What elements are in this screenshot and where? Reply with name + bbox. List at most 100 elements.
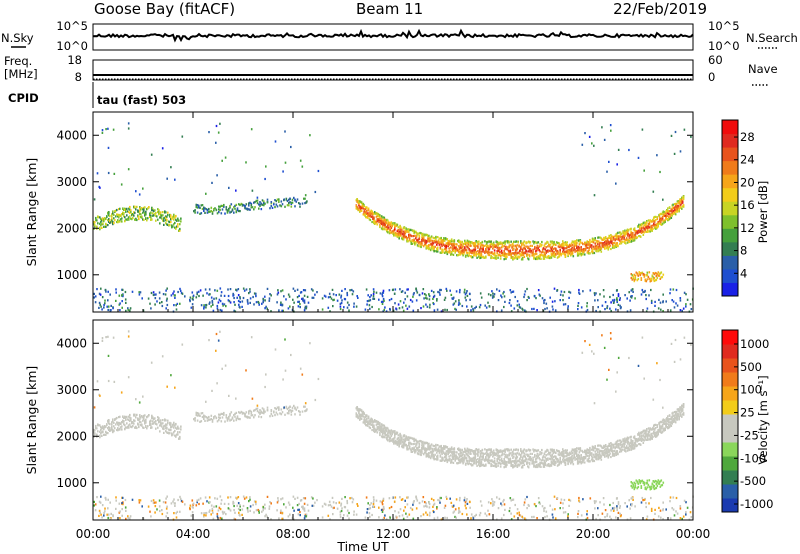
power-cell xyxy=(170,166,172,169)
velocity-cell xyxy=(396,431,399,434)
power-cell xyxy=(512,242,514,245)
velocity-cell xyxy=(471,450,474,453)
power-cell xyxy=(610,129,612,132)
velocity-cell xyxy=(402,443,405,446)
power-cell xyxy=(150,218,152,221)
power-cell xyxy=(244,207,246,210)
velocity-cell xyxy=(99,434,101,437)
velocity-cell xyxy=(145,420,147,423)
power-cell xyxy=(428,248,430,251)
velocity-cell xyxy=(483,464,485,467)
power-cell xyxy=(229,206,231,209)
velocity-cell xyxy=(412,437,414,440)
power-cell xyxy=(640,277,643,280)
power-cell xyxy=(284,161,287,164)
power-cell xyxy=(174,296,176,299)
velocity-cell xyxy=(488,456,491,459)
colorbar-segment xyxy=(722,187,738,202)
velocity-cell xyxy=(366,417,368,420)
velocity-cell xyxy=(373,420,375,424)
velocity-cell xyxy=(543,452,546,456)
velocity-cell xyxy=(123,420,125,423)
velocity-cell xyxy=(241,411,244,414)
velocity-cell xyxy=(444,453,447,456)
velocity-cell xyxy=(457,448,460,452)
velocity-cell xyxy=(176,433,178,436)
power-cell xyxy=(260,202,263,205)
power-cell xyxy=(200,212,203,215)
power-cell xyxy=(403,231,406,234)
power-cell xyxy=(587,250,589,253)
power-cell xyxy=(427,240,429,243)
power-cell xyxy=(98,306,100,309)
power-cell xyxy=(596,241,598,244)
power-cell xyxy=(571,240,574,243)
velocity-cell xyxy=(381,433,384,436)
power-cell xyxy=(221,309,223,312)
power-cell xyxy=(284,205,286,208)
power-cell xyxy=(433,240,435,243)
velocity-cell xyxy=(476,464,478,467)
power-cell xyxy=(394,224,396,227)
power-cell xyxy=(630,289,633,292)
velocity-cell xyxy=(541,449,543,452)
power-cell xyxy=(481,256,484,259)
power-cell xyxy=(252,295,254,299)
power-cell xyxy=(676,304,679,307)
power-cell xyxy=(457,250,460,253)
power-cell xyxy=(485,250,488,253)
power-cell xyxy=(473,252,476,255)
power-cell xyxy=(448,250,450,253)
power-cell xyxy=(158,209,160,212)
y-tick-label: 2000 xyxy=(56,221,87,235)
velocity-cell xyxy=(425,449,428,452)
power-cell xyxy=(490,256,492,260)
power-cell xyxy=(562,244,565,247)
power-cell xyxy=(504,252,506,255)
velocity-cell xyxy=(454,454,456,457)
velocity-cell xyxy=(179,437,181,440)
power-cell xyxy=(663,219,666,222)
velocity-cell xyxy=(430,443,433,446)
power-cell xyxy=(140,216,142,219)
velocity-cell xyxy=(455,454,457,457)
power-cell xyxy=(533,253,535,256)
velocity-cell xyxy=(372,425,374,429)
velocity-cell xyxy=(111,425,113,428)
velocity-cell xyxy=(408,442,411,445)
velocity-cell xyxy=(104,433,106,436)
power-cell xyxy=(512,255,514,259)
velocity-cell xyxy=(427,445,429,448)
power-cell xyxy=(229,288,232,291)
velocity-cell xyxy=(483,458,485,461)
power-cell xyxy=(117,221,119,224)
power-cell xyxy=(217,301,220,304)
velocity-cell xyxy=(152,420,154,423)
power-cell xyxy=(596,239,598,243)
power-cell xyxy=(441,251,443,254)
velocity-cell xyxy=(369,419,372,422)
power-cell xyxy=(544,248,547,251)
power-cell xyxy=(159,301,161,305)
power-cell xyxy=(614,239,617,242)
power-cell xyxy=(270,201,273,204)
velocity-cell xyxy=(153,418,155,421)
power-cell xyxy=(657,271,660,274)
velocity-cell xyxy=(457,462,459,465)
power-cell xyxy=(264,299,266,302)
velocity-cell xyxy=(447,450,449,453)
velocity-cell xyxy=(228,417,230,420)
power-cell xyxy=(485,250,487,253)
velocity-cell xyxy=(522,449,525,452)
power-cell xyxy=(594,239,596,242)
power-cell xyxy=(634,230,637,233)
power-cell xyxy=(667,212,669,215)
power-cell xyxy=(661,216,664,219)
power-cell xyxy=(592,245,595,248)
velocity-cell xyxy=(428,447,430,450)
power-cell xyxy=(245,288,248,291)
velocity-cell xyxy=(475,462,477,465)
velocity-cell xyxy=(366,420,368,423)
power-cell xyxy=(412,235,414,238)
power-cell xyxy=(583,242,586,245)
